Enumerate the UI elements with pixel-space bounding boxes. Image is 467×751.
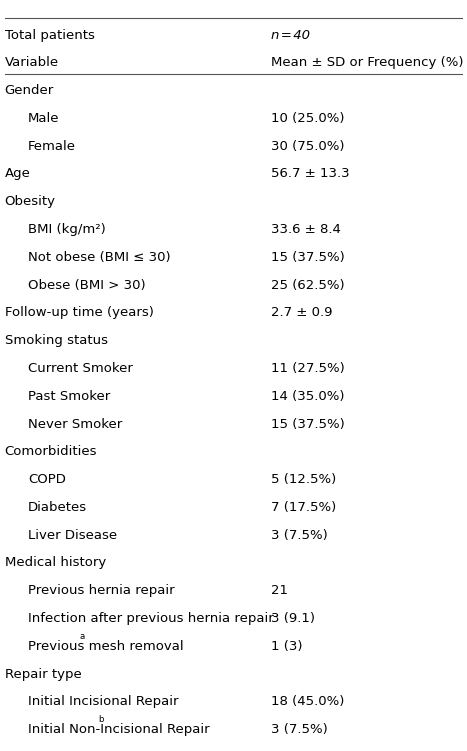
Text: Infection after previous hernia repair: Infection after previous hernia repair: [28, 612, 274, 625]
Text: Diabetes: Diabetes: [28, 501, 87, 514]
Text: 30 (75.0%): 30 (75.0%): [271, 140, 344, 152]
Text: 3 (7.5%): 3 (7.5%): [271, 723, 328, 736]
Text: Gender: Gender: [5, 84, 54, 97]
Text: Smoking status: Smoking status: [5, 334, 108, 347]
Text: 25 (62.5%): 25 (62.5%): [271, 279, 345, 291]
Text: 7 (17.5%): 7 (17.5%): [271, 501, 336, 514]
Text: BMI (kg/m²): BMI (kg/m²): [28, 223, 106, 236]
Text: 15 (37.5%): 15 (37.5%): [271, 418, 345, 430]
Text: 21: 21: [271, 584, 288, 597]
Text: Previous mesh removal: Previous mesh removal: [28, 640, 184, 653]
Text: a: a: [79, 632, 84, 641]
Text: Obese (BMI > 30): Obese (BMI > 30): [28, 279, 146, 291]
Text: Never Smoker: Never Smoker: [28, 418, 122, 430]
Text: Not obese (BMI ≤ 30): Not obese (BMI ≤ 30): [28, 251, 170, 264]
Text: Total patients: Total patients: [5, 29, 94, 41]
Text: Variable: Variable: [5, 56, 59, 69]
Text: Past Smoker: Past Smoker: [28, 390, 110, 403]
Text: 1 (3): 1 (3): [271, 640, 302, 653]
Text: 33.6 ± 8.4: 33.6 ± 8.4: [271, 223, 341, 236]
Text: Age: Age: [5, 167, 30, 180]
Text: COPD: COPD: [28, 473, 66, 486]
Text: 15 (37.5%): 15 (37.5%): [271, 251, 345, 264]
Text: Medical history: Medical history: [5, 556, 106, 569]
Text: b: b: [99, 716, 104, 725]
Text: 56.7 ± 13.3: 56.7 ± 13.3: [271, 167, 349, 180]
Text: Current Smoker: Current Smoker: [28, 362, 133, 375]
Text: Obesity: Obesity: [5, 195, 56, 208]
Text: Follow-up time (years): Follow-up time (years): [5, 306, 154, 319]
Text: 14 (35.0%): 14 (35.0%): [271, 390, 344, 403]
Text: n = 40: n = 40: [271, 29, 310, 41]
Text: 10 (25.0%): 10 (25.0%): [271, 112, 344, 125]
Text: Initial Non-Incisional Repair: Initial Non-Incisional Repair: [28, 723, 210, 736]
Text: Mean ± SD or Frequency (%): Mean ± SD or Frequency (%): [271, 56, 463, 69]
Text: 5 (12.5%): 5 (12.5%): [271, 473, 336, 486]
Text: Initial Incisional Repair: Initial Incisional Repair: [28, 695, 178, 708]
Text: 3 (9.1): 3 (9.1): [271, 612, 315, 625]
Text: Previous hernia repair: Previous hernia repair: [28, 584, 175, 597]
Text: Liver Disease: Liver Disease: [28, 529, 117, 541]
Text: 3 (7.5%): 3 (7.5%): [271, 529, 328, 541]
Text: Female: Female: [28, 140, 76, 152]
Text: 2.7 ± 0.9: 2.7 ± 0.9: [271, 306, 333, 319]
Text: Repair type: Repair type: [5, 668, 81, 680]
Text: Male: Male: [28, 112, 59, 125]
Text: 18 (45.0%): 18 (45.0%): [271, 695, 344, 708]
Text: 11 (27.5%): 11 (27.5%): [271, 362, 345, 375]
Text: Comorbidities: Comorbidities: [5, 445, 97, 458]
